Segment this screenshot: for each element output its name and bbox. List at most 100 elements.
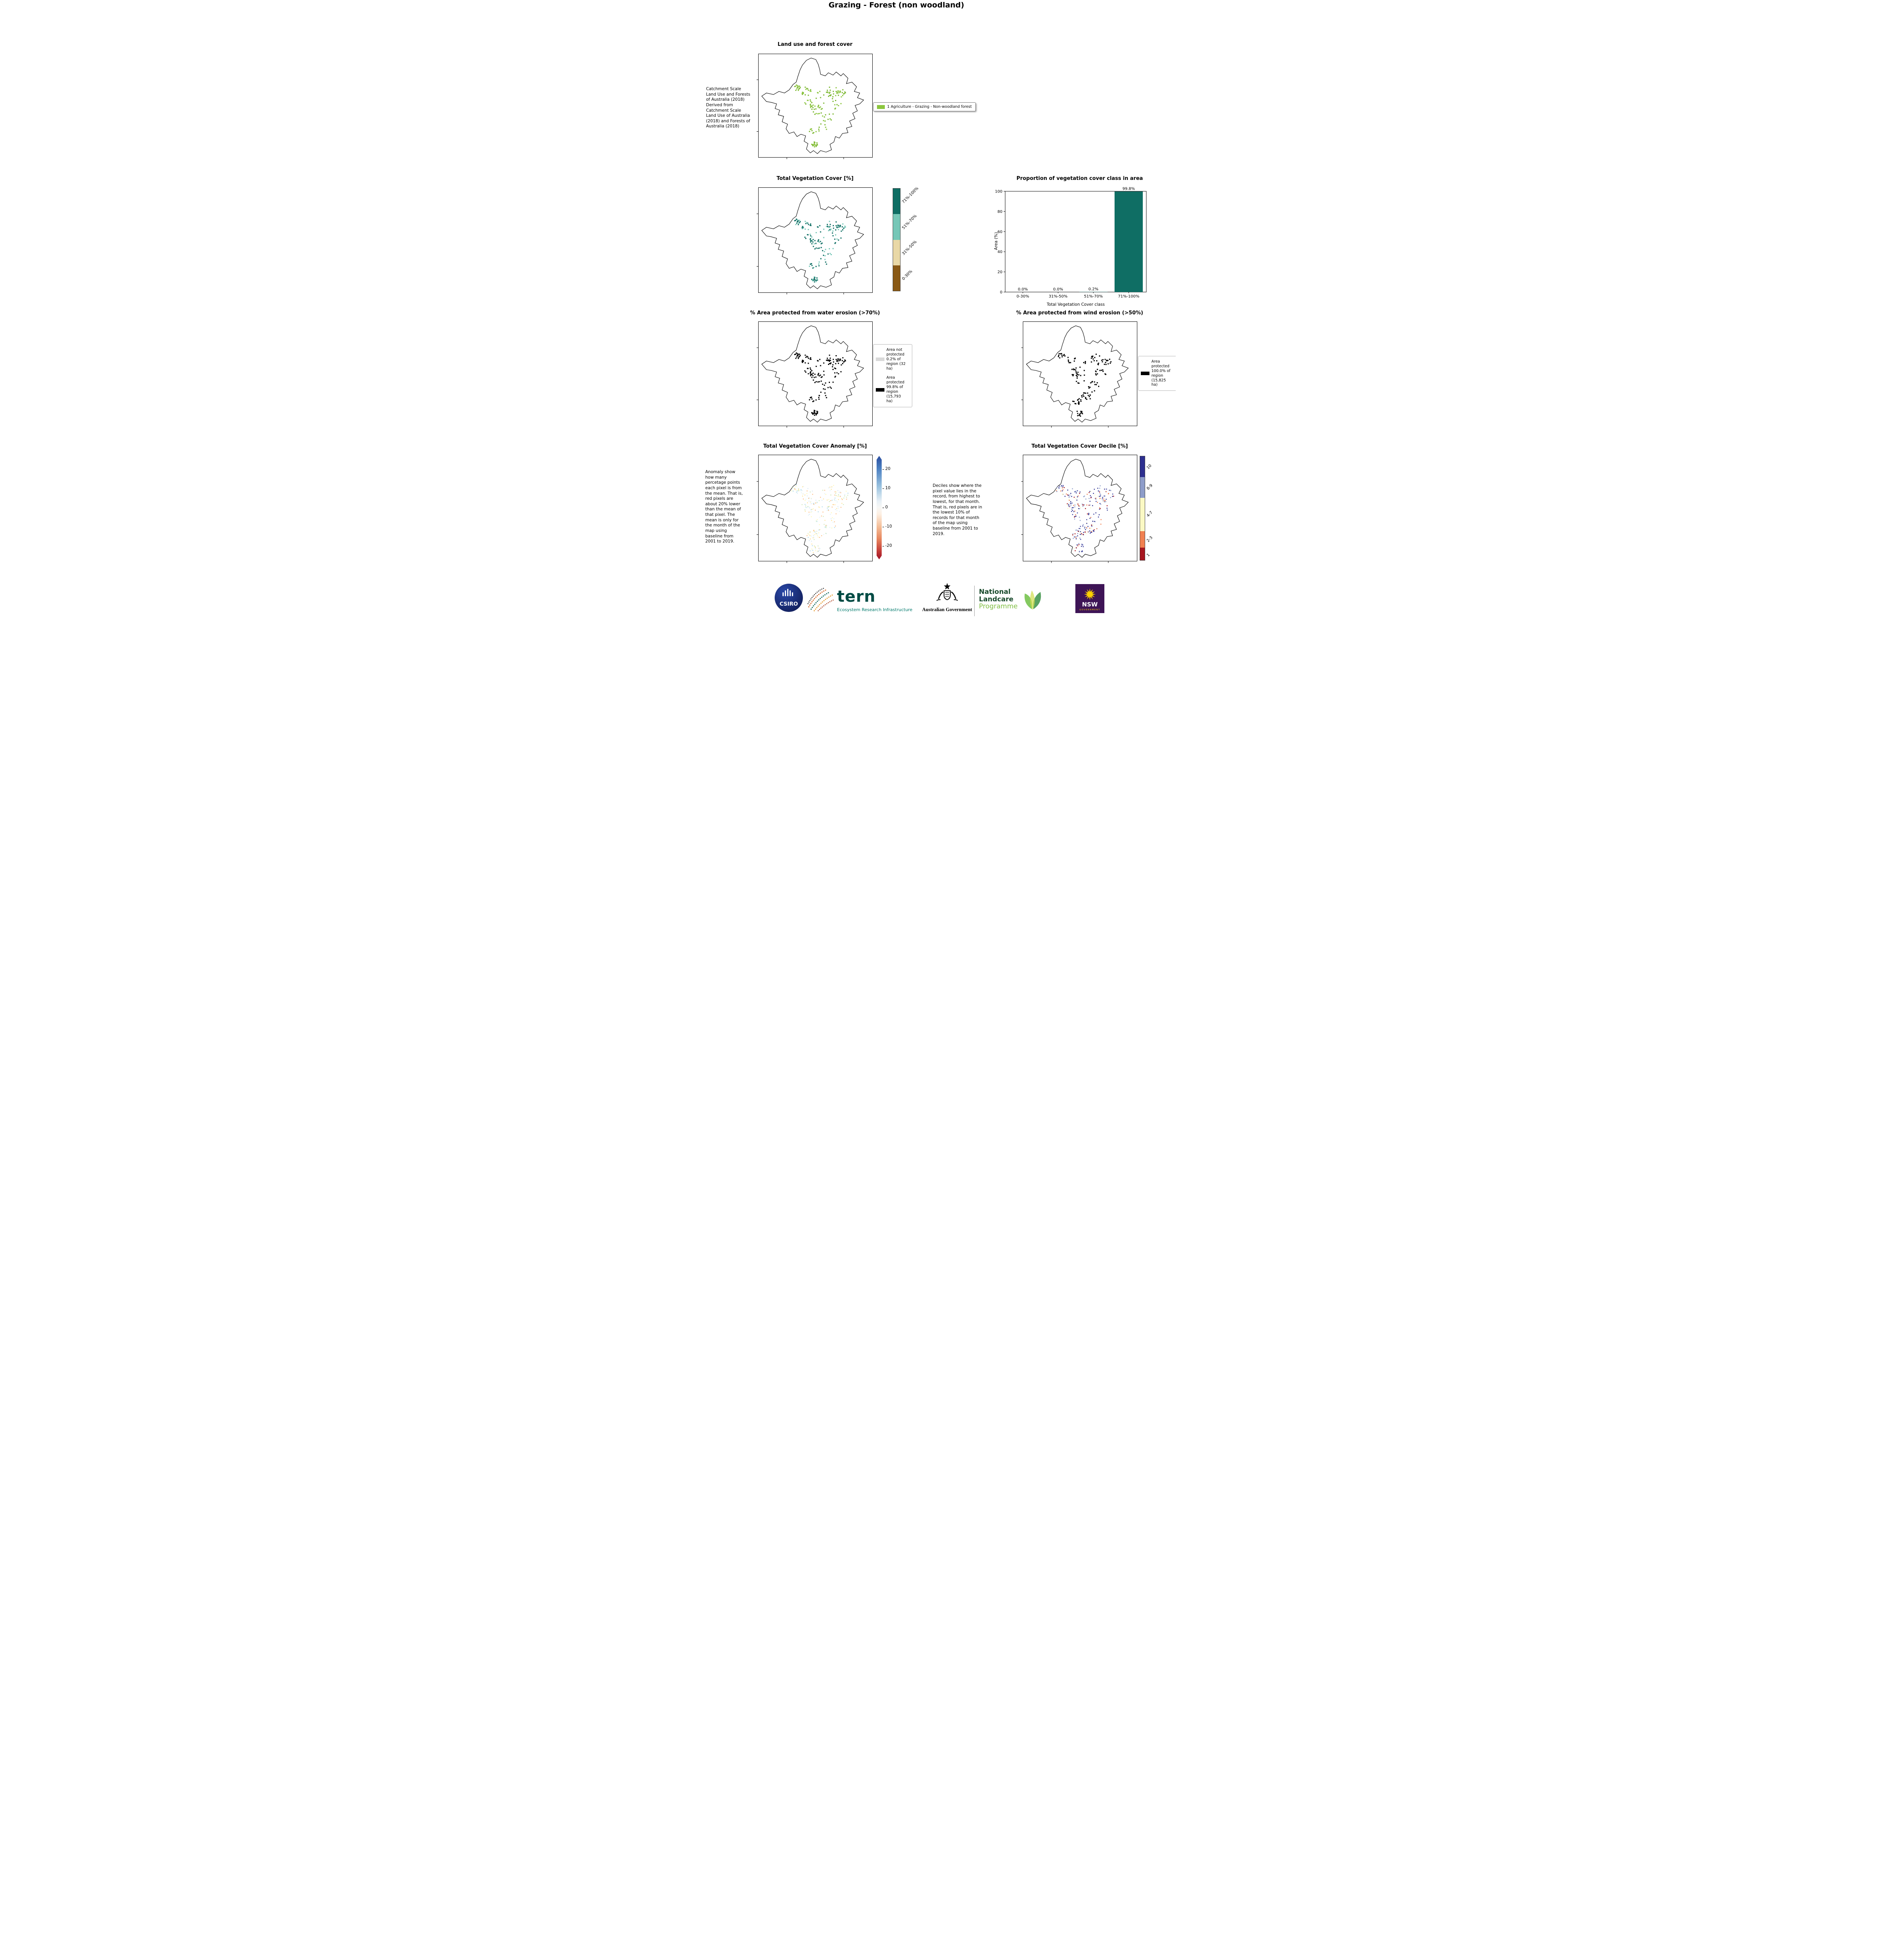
land-use-legend-label: 1 Agriculture - Grazing - Non-woodland f… — [887, 105, 972, 109]
anomaly-colorbar-tick — [882, 469, 884, 470]
colorbar-segment — [1140, 548, 1145, 560]
not-protected-swatch — [876, 358, 884, 361]
anomaly-map — [757, 455, 873, 563]
region-boundary — [761, 58, 864, 154]
veg-cover-map — [757, 187, 873, 295]
landcare-logo: National Landcare Programme — [979, 588, 1044, 611]
colorbar-segment — [893, 265, 900, 291]
y-tick-label: 0 — [1000, 290, 1002, 295]
bar-value-label: 0.0% — [1053, 287, 1063, 292]
land-use-title: Land use and forest cover — [777, 42, 853, 47]
proportion-chart-title: Proportion of vegetation cover class in … — [1016, 176, 1143, 181]
x-tick-label: 51%-70% — [1084, 294, 1103, 299]
nsw-government-label: GOVERNMENT — [1079, 609, 1100, 611]
decile-colorbar-label: 8-9 — [1146, 483, 1154, 491]
protected-swatch — [876, 388, 884, 392]
legend-entry: Area protected 99.8% of region (15,793 h… — [876, 376, 910, 403]
y-tick-label: 60 — [997, 230, 1002, 234]
colorbar-segment — [1140, 498, 1145, 531]
veg-colorbar-label: 51%-70% — [901, 214, 918, 230]
anomaly-tick-label: 0 — [885, 505, 888, 510]
protected-swatch — [1141, 372, 1149, 376]
bar-value-label: 0.2% — [1088, 287, 1098, 291]
anomaly-tick-label: -10 — [885, 524, 892, 529]
anomaly-title: Total Vegetation Cover Anomaly [%] — [763, 443, 867, 449]
y-tick-label: 40 — [997, 250, 1002, 254]
anomaly-tick-label: 10 — [885, 486, 891, 490]
x-tick-label: 31%-50% — [1049, 294, 1068, 299]
protected-label: Area protected 99.8% of region (15,793 h… — [886, 376, 904, 403]
nsw-government-logo: NSW GOVERNMENT — [1075, 584, 1104, 613]
tern-logo: tern Ecosystem Research Infrastructure — [837, 589, 912, 612]
decile-colorbar-label: 10 — [1146, 463, 1153, 470]
nsw-wordmark: NSW — [1082, 601, 1098, 608]
not-protected-label: Area not protected 0.2% of region (32 ha… — [886, 348, 906, 371]
proportion-y-axis-label: Area (%) — [994, 232, 999, 250]
colorbar-segment — [1140, 477, 1145, 498]
wind-erosion-map — [1021, 321, 1137, 428]
water-erosion-title: % Area protected from water erosion (>70… — [750, 310, 880, 316]
anomaly-colorbar — [877, 456, 882, 559]
aboriginal-art-icon — [807, 587, 835, 612]
page-title: Grazing - Forest (non woodland) — [828, 1, 964, 9]
report-page: Grazing - Forest (non woodland) Land use… — [705, 0, 1176, 619]
australian-government-wordmark: Australian Government — [922, 607, 972, 612]
decile-colorbar-label: 2-3 — [1146, 535, 1154, 543]
legend-entry: Area protected 100.0% of region (15,825 … — [1141, 359, 1175, 387]
decile-title: Total Vegetation Cover Decile [%] — [1031, 443, 1128, 449]
wind-erosion-title: % Area protected from wind erosion (>50%… — [1016, 310, 1143, 316]
csiro-wordmark: CSIRO — [780, 601, 798, 607]
anomaly-colorbar-tick — [882, 488, 884, 489]
landcare-leaves-icon — [1024, 590, 1041, 610]
y-tick-label: 100 — [995, 190, 1002, 194]
x-tick-label: 71%-100% — [1118, 294, 1139, 299]
y-tick-label: 20 — [997, 270, 1002, 274]
colorbar-segment — [893, 189, 900, 214]
water-erosion-map — [757, 321, 873, 428]
anomaly-tick-label: 20 — [885, 466, 891, 471]
coat-of-arms-icon — [936, 583, 958, 601]
y-tick-label: 80 — [997, 210, 1002, 214]
colorbar-segment — [1140, 456, 1145, 477]
decile-colorbar-label: 1 — [1146, 553, 1151, 558]
land-use-map — [757, 54, 873, 159]
colorbar-segment — [893, 214, 900, 240]
region-boundary — [761, 191, 864, 289]
decile-map — [1021, 455, 1137, 563]
x-tick-label: 0-30% — [1017, 294, 1029, 299]
wind-erosion-legend: Area protected 100.0% of region (15,825 … — [1138, 356, 1176, 391]
anomaly-note: Anomaly show how many percetage points e… — [705, 470, 743, 544]
land-use-note: Catchment Scale Land Use and Forests of … — [706, 87, 750, 129]
csiro-pulse-icon — [783, 589, 793, 596]
bar-value-label: 0.0% — [1018, 287, 1028, 292]
decile-colorbar-label: 4-7 — [1146, 510, 1154, 518]
proportion-x-axis-label: Total Vegetation Cover class — [1047, 302, 1105, 307]
tern-tagline: Ecosystem Research Infrastructure — [837, 607, 913, 612]
region-boundary — [761, 325, 864, 423]
australian-government-logo: Australian Government — [922, 583, 973, 613]
region-boundary — [1026, 325, 1129, 423]
landcare-wordmark: National Landcare Programme — [979, 588, 1018, 611]
region-boundary — [1026, 459, 1129, 558]
decile-note: Deciles show where the pixel value lies … — [933, 483, 982, 536]
colorbar-segment — [1140, 531, 1145, 548]
footer-logos: CSIRO tern Ecosystem Research Infrastruc… — [705, 583, 1176, 619]
veg-colorbar-label: 31%-50% — [901, 240, 918, 256]
veg-cover-colorbar — [893, 188, 901, 291]
land-use-legend-swatch — [877, 105, 885, 109]
bar-value-label: 99.8% — [1122, 187, 1135, 191]
proportion-bar-chart: 0 20 40 60 80 100 0.0% 0-30% 0.0% 31%-50% 0.2% 51%-… — [995, 187, 1147, 299]
region-boundary — [761, 459, 864, 558]
veg-colorbar-label: 0-30% — [901, 269, 913, 281]
csiro-logo: CSIRO — [775, 584, 803, 612]
veg-colorbar-label: 71%-100% — [901, 186, 920, 205]
protected-label: Area protected 100.0% of region (15,825 … — [1151, 359, 1171, 387]
tern-wordmark: tern — [837, 588, 876, 606]
colorbar-segment — [893, 240, 900, 265]
footer-divider — [974, 586, 975, 616]
anomaly-tick-label: -20 — [885, 543, 892, 548]
water-erosion-legend: Area not protected 0.2% of region (32 ha… — [873, 344, 912, 407]
bar — [1115, 191, 1143, 292]
veg-cover-title: Total Vegetation Cover [%] — [776, 176, 854, 181]
decile-colorbar — [1140, 456, 1145, 561]
